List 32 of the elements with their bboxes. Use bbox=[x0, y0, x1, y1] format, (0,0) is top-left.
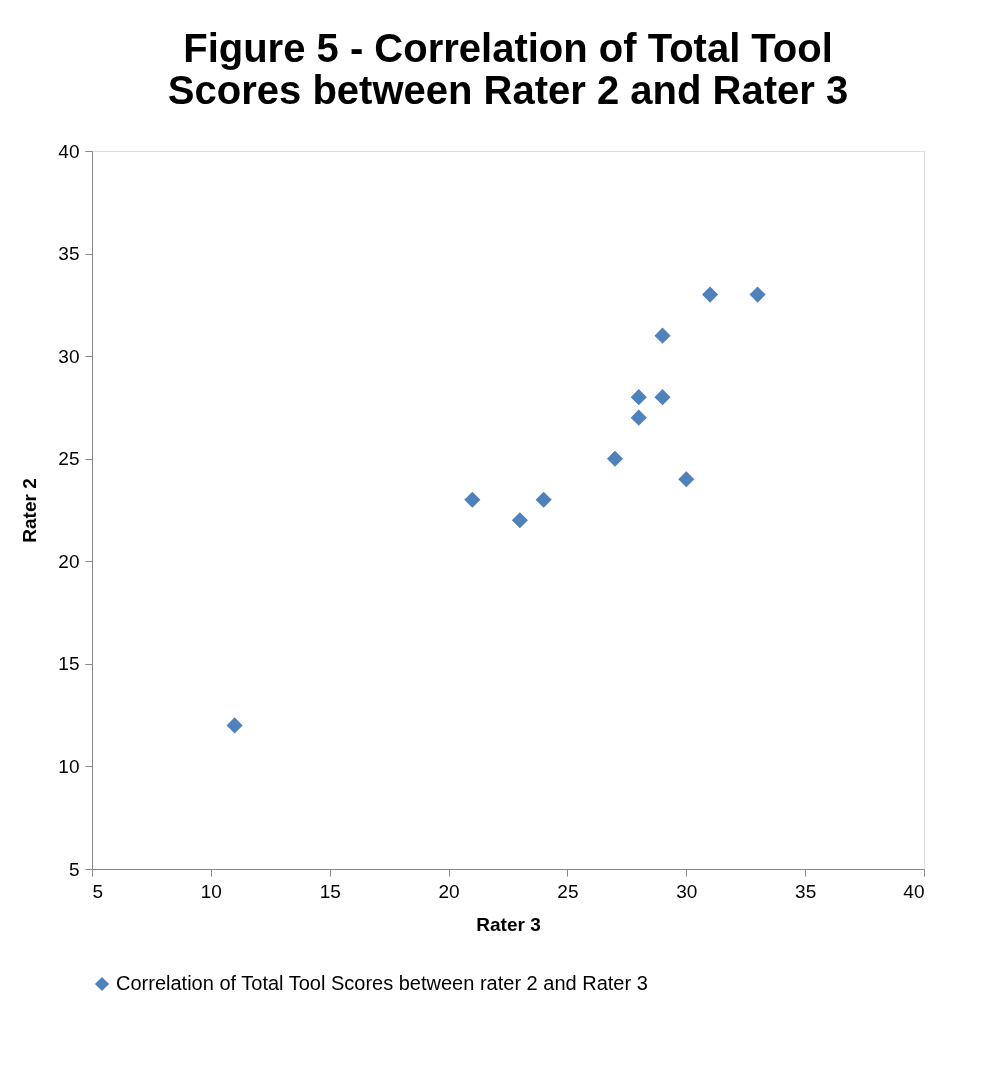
point bbox=[226, 717, 243, 734]
point bbox=[606, 450, 624, 467]
x-axis-title: Rater 3 bbox=[476, 913, 541, 935]
y-tick-label: 20 bbox=[58, 550, 80, 572]
y-tick-label: 30 bbox=[58, 345, 80, 367]
x-tick-label: 40 bbox=[903, 880, 925, 902]
point bbox=[749, 286, 766, 303]
x-tick-label: 35 bbox=[795, 880, 817, 902]
chart-title: Figure 5 - Correlation of Total Tool Scores between Rater 2 and Rater 3 bbox=[167, 26, 849, 112]
x-tick-label: 10 bbox=[200, 880, 222, 902]
y-tick-label: 35 bbox=[58, 243, 80, 265]
point bbox=[511, 512, 528, 529]
x-tick-label: 20 bbox=[438, 880, 460, 902]
y-tick-label: 10 bbox=[58, 755, 80, 777]
y-tick-label: 40 bbox=[58, 140, 80, 162]
point bbox=[654, 327, 671, 344]
legend-label: Correlation of Total Tool Scores between rater 2 and Rater 3 bbox=[116, 972, 648, 994]
point bbox=[654, 389, 671, 406]
point bbox=[535, 491, 552, 508]
x-tick-label: 30 bbox=[676, 880, 698, 902]
point bbox=[702, 286, 719, 303]
point bbox=[630, 409, 647, 426]
y-axis-title: Rater 2 bbox=[19, 478, 41, 543]
point bbox=[678, 471, 695, 488]
point bbox=[464, 491, 481, 508]
x-tick-label: 5 bbox=[92, 880, 104, 902]
y-tick-label: 5 bbox=[68, 858, 80, 880]
point bbox=[630, 389, 647, 406]
x-tick-label: 15 bbox=[319, 880, 341, 902]
x-tick-label: 25 bbox=[557, 880, 579, 902]
y-tick-label: 15 bbox=[58, 653, 80, 675]
y-tick-label: 25 bbox=[58, 448, 80, 470]
